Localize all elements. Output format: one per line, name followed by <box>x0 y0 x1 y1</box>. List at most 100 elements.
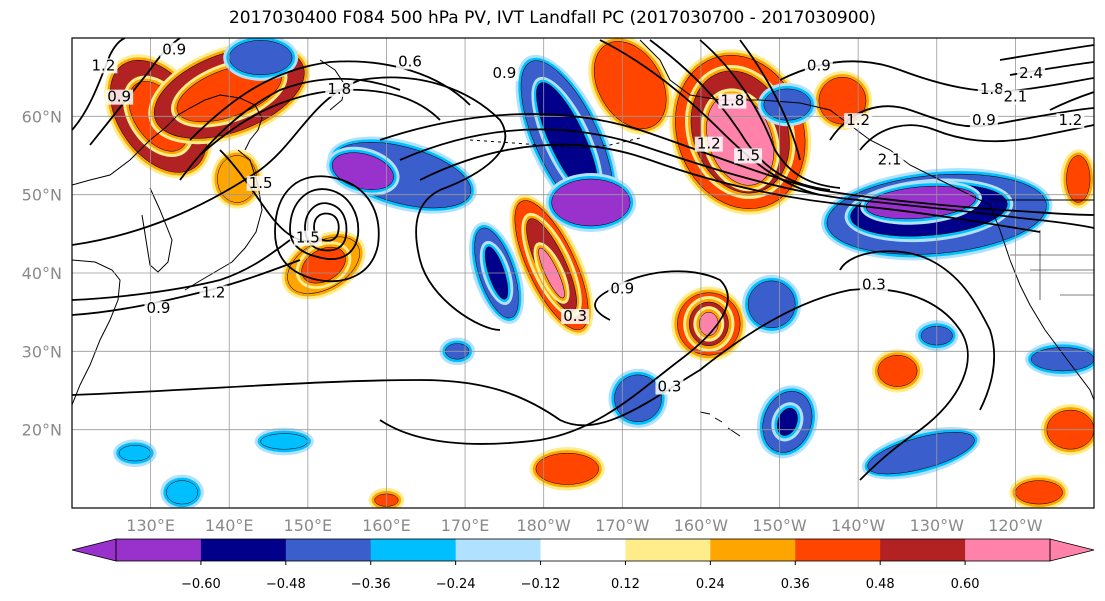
contour-ne-1 <box>779 60 1094 93</box>
contour-label: 0.3 <box>658 378 682 396</box>
contour-label-bg <box>977 81 1006 97</box>
latitude-labels: 60°N 50°N 40°N 30°N 20°N <box>22 107 62 439</box>
contour-label: 2.4 <box>1019 64 1043 82</box>
colorbar-tick-label: −0.24 <box>436 577 476 592</box>
alaska-coastline <box>639 39 931 176</box>
colorbar-swatch <box>710 539 796 561</box>
lat-label: 40°N <box>22 264 62 283</box>
contour-label-bg <box>490 66 519 82</box>
japan-coastline <box>184 149 263 291</box>
contour-west-1 <box>72 38 126 131</box>
contour-label: 1.5 <box>249 174 273 192</box>
colorbar-swatch <box>880 539 966 561</box>
colorbar-swatch <box>965 539 1051 561</box>
contour-0-6 <box>72 76 507 331</box>
map-title: 2017030400 F084 500 hPa PV, IVT Landfall… <box>228 8 876 28</box>
contour-label: 1.8 <box>720 92 744 110</box>
contour-ne-4 <box>999 44 1094 61</box>
contour-label-bg <box>199 285 228 301</box>
pv-anomaly-blob <box>614 374 662 423</box>
contour-label-bg <box>804 58 833 74</box>
pv-anomaly-blob <box>1066 155 1091 203</box>
colorbar-swatch <box>540 539 626 561</box>
pv-anomaly-blob <box>699 311 719 336</box>
contour-label: 1.8 <box>327 80 351 98</box>
lon-label: 120°W <box>988 516 1043 535</box>
contour-label-bg <box>160 42 189 58</box>
lon-label: 140°W <box>831 516 886 535</box>
colorbar-tick-label: 0.48 <box>866 577 895 592</box>
coastlines <box>72 39 1094 437</box>
contour-1-2 <box>72 239 291 301</box>
colorbar-tick-label: 0.60 <box>951 577 980 592</box>
pv-anomaly-blob <box>228 40 293 76</box>
contour-labels: 1.2 0.9 0.9 1.8 0.6 0.9 1.5 1.5 0.9 1.2 0.3 0.9 0.3 1… <box>89 41 1085 396</box>
lon-label: 150°E <box>284 516 333 535</box>
colorbar-tick-label: 0.36 <box>781 577 810 592</box>
contour-label-bg <box>293 230 322 246</box>
longitude-labels: 130°E 140°E 150°E 160°E 170°E 180°W 170°W 160°W… <box>126 516 1042 535</box>
lon-label: 160°W <box>674 516 729 535</box>
contour-label: 2.1 <box>878 150 902 168</box>
pv-anomaly-blob <box>777 407 798 436</box>
contour-label: 1.5 <box>296 229 320 247</box>
pv-anomaly-blob <box>535 452 599 485</box>
contour-label-bg <box>969 113 998 129</box>
contour-label-bg <box>396 54 425 70</box>
contour-label: 0.9 <box>162 41 186 59</box>
colorbar-swatch <box>370 539 457 561</box>
contour-jet-1 <box>189 60 471 141</box>
contour-label: 1.5 <box>736 146 760 164</box>
lat-label: 60°N <box>22 107 62 126</box>
contour-label: 0.9 <box>147 299 171 317</box>
contour-ne-2 <box>829 105 1094 141</box>
pv-anomaly-blob <box>867 432 975 475</box>
lat-label: 20°N <box>22 421 62 440</box>
contour-label: 2.1 <box>1003 88 1027 106</box>
colorbar-swatch <box>116 539 202 561</box>
contour-label-bg <box>325 81 354 97</box>
contour-trough-2 <box>649 39 831 191</box>
contour-label: 1.2 <box>92 56 116 74</box>
lon-label: 160°E <box>362 516 411 535</box>
north-america-coastline <box>929 174 1094 401</box>
contour-arc-2 <box>399 128 1094 229</box>
colorbar-swatch <box>200 539 287 561</box>
contour-0-3-south <box>72 288 969 481</box>
contour-label-bg <box>875 152 904 168</box>
contour-arc-3 <box>419 143 1041 233</box>
contour-label-bg <box>694 136 723 152</box>
colorbar-tick-label: 0.12 <box>611 577 640 592</box>
contour-label: 1.2 <box>202 284 226 302</box>
colorbar-tick-label: 0.24 <box>696 577 725 592</box>
contour-0-3-north <box>839 250 996 411</box>
lon-label: 150°W <box>752 516 807 535</box>
colorbar-tick-label: −0.36 <box>351 577 391 592</box>
pv-anomaly-blob <box>877 355 918 387</box>
contour-ne-6 <box>1049 91 1094 111</box>
us-state-lines <box>1010 230 1094 300</box>
asia-coastline <box>72 94 263 186</box>
contour-label-bg <box>608 281 637 297</box>
contour-label-bg <box>734 148 763 164</box>
colorbar-extend-min <box>71 538 117 562</box>
pv-anomaly-blob <box>166 480 199 505</box>
contour-ring-2 <box>304 202 348 252</box>
contour-label: 0.9 <box>807 56 831 74</box>
contour-label-bg <box>246 175 275 191</box>
colorbar-swatch <box>625 539 711 561</box>
contour-trough-1 <box>599 39 821 196</box>
lon-label: 130°E <box>126 516 175 535</box>
contour-label-bg <box>718 93 747 109</box>
contour-label: 0.9 <box>972 111 996 129</box>
colorbar-swatch <box>285 539 372 561</box>
colorbar-frame <box>115 538 1051 562</box>
colorbar-swatch <box>795 539 881 561</box>
pv-anomaly-blob <box>747 280 796 329</box>
lon-label: 140°E <box>205 516 254 535</box>
contour-label-bg <box>1017 66 1046 82</box>
colorbar: −0.60 −0.48 −0.36 −0.24 −0.12 0.12 0.24 0.36 0.4… <box>71 538 1095 592</box>
lon-label: 180°W <box>517 516 572 535</box>
contour-trough-4 <box>739 39 801 161</box>
